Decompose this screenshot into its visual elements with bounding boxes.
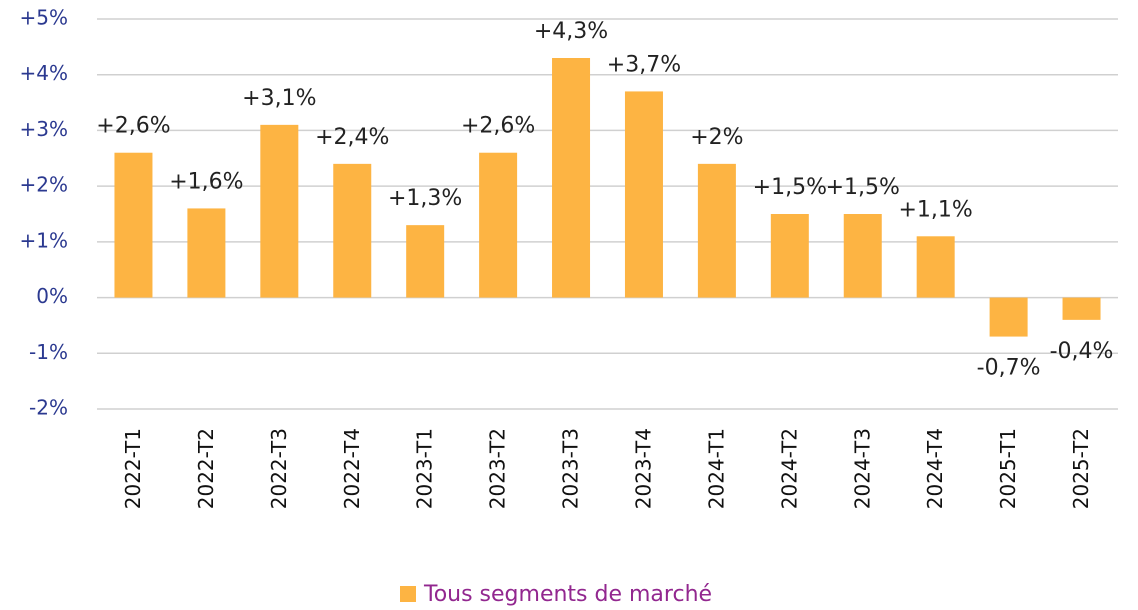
y-tick-label: +5% [20,6,69,30]
bar [406,225,445,298]
x-tick-label: 2024-T4 [923,428,947,509]
x-tick-label: 2023-T3 [559,428,583,509]
y-tick-label: 0% [36,284,68,308]
data-label: +2% [690,125,743,150]
data-label: +3,7% [607,52,681,77]
legend-label: Tous segments de marché [423,582,712,607]
bar [479,152,518,298]
data-label: +1,5% [826,175,900,200]
bar [114,152,153,298]
x-tick-label: 2025-T1 [996,428,1020,509]
bar [843,214,882,298]
bar [1062,297,1101,320]
bar [187,208,226,298]
x-tick-label: 2024-T2 [777,428,801,509]
data-label: +3,1% [242,86,316,111]
y-tick-label: -2% [29,396,68,420]
bar [770,214,809,298]
data-label: +1,6% [169,169,243,194]
bar [333,163,372,298]
data-label: +2,4% [315,125,389,150]
x-tick-label: 2022-T2 [194,428,218,509]
x-tick-label: 2022-T4 [340,428,364,509]
data-label: +2,6% [96,114,170,139]
data-label: -0,7% [977,356,1041,381]
x-tick-label: 2025-T2 [1069,428,1093,509]
bar [989,297,1028,337]
x-tick-label: 2024-T3 [850,428,874,509]
data-label: +2,6% [461,114,535,139]
bar [260,124,299,298]
y-tick-label: +4% [20,61,69,85]
x-tick-label: 2022-T3 [267,428,291,509]
bar [624,91,663,298]
y-tick-label: -1% [29,340,68,364]
data-label: -0,4% [1050,339,1114,364]
legend-swatch [400,586,416,602]
x-tick-label: 2023-T2 [486,428,510,509]
y-tick-label: +3% [20,117,69,141]
x-tick-label: 2024-T1 [704,428,728,509]
y-tick-label: +1% [20,228,69,252]
x-tick-label: 2022-T1 [121,428,145,509]
data-label: +1,1% [899,197,973,222]
bar [916,236,955,298]
bar [552,58,591,298]
data-label: +1,3% [388,186,462,211]
y-tick-label: +2% [20,173,69,197]
x-tick-label: 2023-T1 [413,428,437,509]
data-label: +1,5% [753,175,827,200]
bar [697,163,736,298]
data-label: +4,3% [534,19,608,44]
x-tick-label: 2023-T4 [631,428,655,509]
